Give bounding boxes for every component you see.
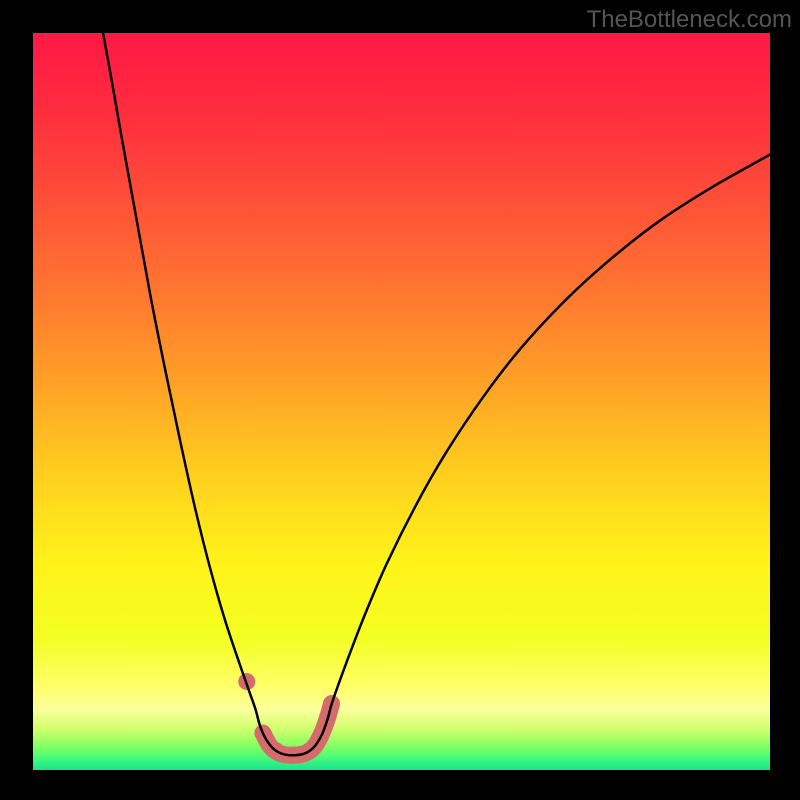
plot-svg — [33, 33, 770, 770]
figure-root: TheBottleneck.com — [0, 0, 800, 800]
plot-area — [33, 33, 770, 770]
gradient-background — [33, 33, 770, 770]
watermark-text: TheBottleneck.com — [587, 6, 792, 34]
